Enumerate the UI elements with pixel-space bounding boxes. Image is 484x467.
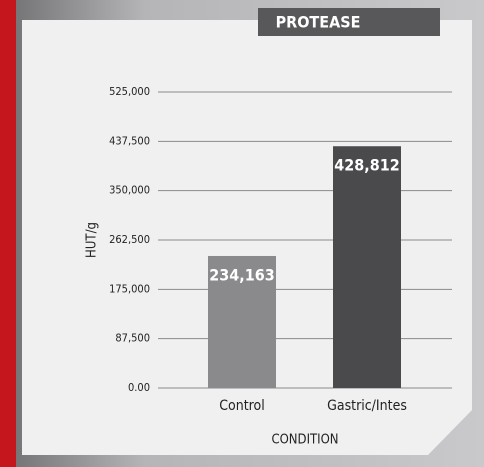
y-tick-label: 175,000 (109, 282, 150, 295)
y-tick-label: 87,500 (115, 332, 150, 345)
y-tick-label: 0.00 (128, 381, 150, 394)
value-label: 234,163 (209, 265, 275, 284)
y-tick-label: 262,500 (109, 233, 150, 246)
y-tick-label: 437,500 (109, 134, 150, 147)
y-axis-label: HUT/g (85, 222, 100, 258)
x-tick-label: Gastric/Intes (327, 398, 407, 414)
y-tick-label: 525,000 (109, 85, 150, 98)
bar (333, 146, 401, 388)
y-tick-label: 350,000 (109, 184, 150, 197)
red-stripe (0, 0, 16, 467)
chart-title: PROTEASE (276, 13, 361, 32)
bar (208, 255, 276, 388)
x-axis-label: CONDITION (271, 433, 338, 448)
value-label: 428,812 (334, 156, 400, 175)
title-box (258, 8, 440, 36)
x-tick-label: Control (219, 398, 265, 414)
